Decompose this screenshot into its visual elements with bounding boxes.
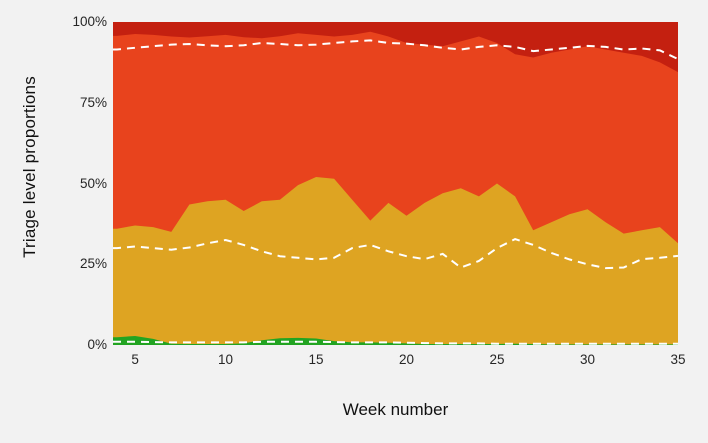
x-tick-label-10: 10 bbox=[218, 352, 234, 367]
y-tick-label-75: 75% bbox=[79, 95, 107, 110]
x-axis-title: Week number bbox=[342, 400, 449, 419]
y-tick-label-25: 25% bbox=[79, 256, 107, 271]
y-tick-label-50: 50% bbox=[79, 176, 107, 191]
x-tick-label-35: 35 bbox=[670, 352, 686, 367]
x-tick-label-15: 15 bbox=[308, 352, 324, 367]
green-reference-line bbox=[113, 340, 678, 345]
y-tick-label-100: 100% bbox=[72, 14, 107, 29]
y-tick-label-0: 0% bbox=[87, 337, 107, 352]
orange-reference-line bbox=[113, 238, 678, 270]
x-tick-label-20: 20 bbox=[399, 352, 415, 367]
area-orange-level bbox=[113, 177, 678, 345]
x-tick-label-30: 30 bbox=[579, 352, 596, 367]
x-tick-label-25: 25 bbox=[489, 352, 505, 367]
stacked-area-plot bbox=[113, 22, 678, 345]
x-tick-label-5: 5 bbox=[131, 352, 139, 367]
